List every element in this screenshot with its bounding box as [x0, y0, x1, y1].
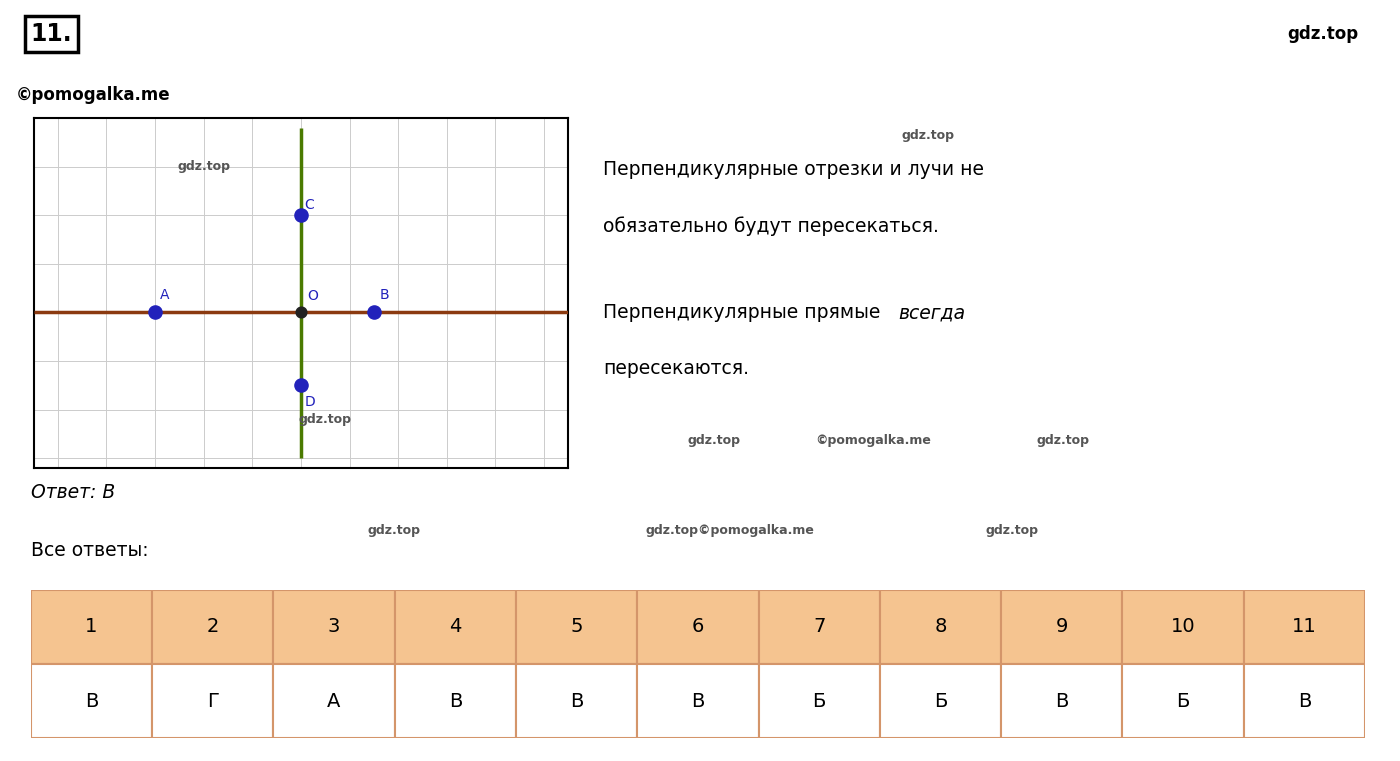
Bar [879, 590, 1001, 664]
Text: Б: Б [934, 692, 948, 711]
Bar [759, 590, 879, 664]
Bar [31, 590, 153, 664]
Text: 2: 2 [207, 617, 218, 636]
Text: Ответ: В: Ответ: В [31, 483, 115, 502]
Text: 11: 11 [1292, 617, 1317, 636]
Bar [517, 590, 637, 664]
Bar [637, 590, 759, 664]
Bar [273, 590, 395, 664]
Text: всегда: всегда [899, 304, 966, 323]
Text: C: C [304, 199, 314, 212]
Text: В: В [85, 692, 98, 711]
Text: D: D [304, 395, 315, 409]
Bar [637, 664, 759, 738]
Point [144, 307, 167, 319]
Text: 11.: 11. [31, 22, 73, 46]
Bar [1123, 664, 1243, 738]
Text: 4: 4 [449, 617, 462, 636]
Text: gdz.top: gdz.top [367, 524, 420, 537]
Bar [1243, 590, 1365, 664]
Text: 7: 7 [813, 617, 826, 636]
Text: 9: 9 [1056, 617, 1068, 636]
Text: gdz.top: gdz.top [1287, 25, 1358, 43]
Point [290, 307, 312, 319]
Text: В: В [692, 692, 704, 711]
Text: 1: 1 [85, 617, 98, 636]
Bar [395, 590, 517, 664]
Text: ©pomogalka.me: ©pomogalka.me [15, 86, 169, 104]
Text: В: В [1298, 692, 1310, 711]
Text: 3: 3 [328, 617, 340, 636]
Text: gdz.top: gdz.top [178, 160, 230, 173]
Text: 5: 5 [570, 617, 582, 636]
Point [290, 209, 312, 221]
Text: gdz.top: gdz.top [687, 434, 741, 447]
Text: Б: Б [1176, 692, 1190, 711]
Text: ©pomogalka.me: ©pomogalka.me [815, 434, 931, 447]
Text: А: А [328, 692, 340, 711]
Bar [879, 664, 1001, 738]
Bar [517, 664, 637, 738]
Text: В: В [448, 692, 462, 711]
Text: A: A [160, 288, 169, 302]
Text: 6: 6 [692, 617, 704, 636]
Text: Перпендикулярные отрезки и лучи не: Перпендикулярные отрезки и лучи не [603, 160, 984, 179]
Bar [759, 664, 879, 738]
Text: Перпендикулярные прямые: Перпендикулярные прямые [603, 304, 886, 323]
Text: обязательно будут пересекаться.: обязательно будут пересекаться. [603, 216, 939, 236]
Point [290, 379, 312, 391]
Bar [395, 664, 517, 738]
Text: Все ответы:: Все ответы: [31, 541, 148, 559]
Text: 8: 8 [934, 617, 946, 636]
Text: Б: Б [812, 692, 826, 711]
Text: O: O [307, 289, 318, 304]
Point [363, 307, 385, 319]
Text: пересекаются.: пересекаются. [603, 359, 749, 378]
Text: gdz.top©pomogalka.me: gdz.top©pomogalka.me [645, 524, 815, 537]
Bar [1001, 664, 1123, 738]
Bar [153, 664, 273, 738]
Text: В: В [570, 692, 584, 711]
Text: 10: 10 [1170, 617, 1196, 636]
Bar [1123, 590, 1243, 664]
Text: Г: Г [207, 692, 218, 711]
Bar [31, 664, 153, 738]
Bar [1001, 590, 1123, 664]
Bar [153, 590, 273, 664]
Text: gdz.top: gdz.top [986, 524, 1039, 537]
Text: gdz.top: gdz.top [298, 413, 351, 426]
Text: В: В [1056, 692, 1068, 711]
Bar [1243, 664, 1365, 738]
Bar [273, 664, 395, 738]
Text: gdz.top: gdz.top [1037, 434, 1089, 447]
Text: gdz.top: gdz.top [902, 129, 955, 142]
Text: B: B [379, 288, 389, 302]
